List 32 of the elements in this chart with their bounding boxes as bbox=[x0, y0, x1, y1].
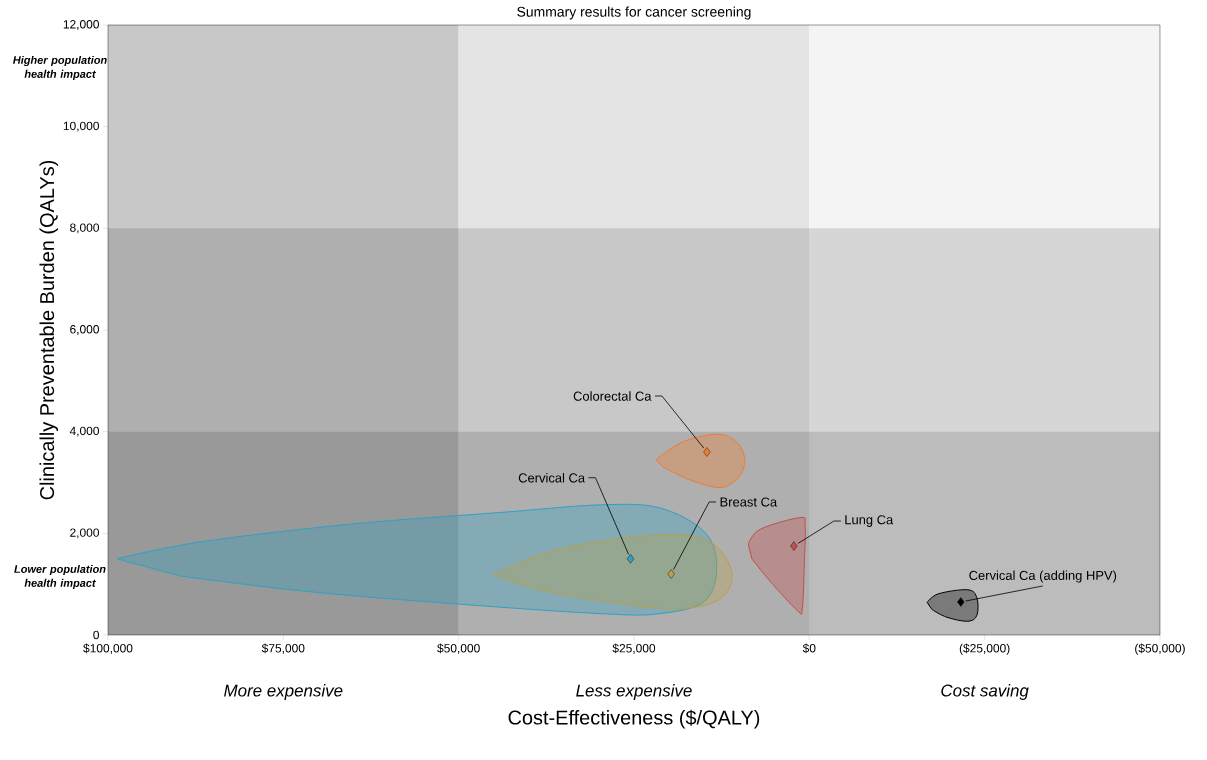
x-tick-label: $50,000 bbox=[437, 643, 480, 654]
x-tick-label: ($25,000) bbox=[959, 643, 1010, 655]
x-axis-title: Cost-Effectiveness ($/QALY) bbox=[508, 709, 760, 729]
point bbox=[703, 447, 711, 457]
text: Breast Ca bbox=[720, 497, 778, 507]
chart-title: Summary results for cancer screening bbox=[517, 6, 751, 20]
x-tick-label: $100,000 bbox=[83, 643, 133, 654]
text: Cervical Ca bbox=[518, 472, 586, 483]
y-tick-label: 8,000 bbox=[70, 223, 99, 234]
y-tick-label: 6,000 bbox=[70, 325, 99, 335]
point bbox=[957, 597, 965, 607]
y-tick-label: 4,000 bbox=[69, 426, 99, 437]
y-axis-title: Clinically Preventable Burden (QALYs) bbox=[39, 160, 59, 500]
text: Higher population health impact bbox=[12, 55, 107, 81]
y-tick-label: 12,000 bbox=[63, 20, 99, 30]
y-tick-label: 0 bbox=[93, 630, 100, 640]
band-label: Cost saving bbox=[941, 684, 1029, 700]
point bbox=[667, 569, 675, 579]
series-label: Cervical Ca (adding HPV) bbox=[969, 570, 1117, 583]
y-tick-label: 10,000 bbox=[63, 121, 99, 132]
x-tick-label: $75,000 bbox=[261, 643, 305, 654]
text: Lower population health impact bbox=[14, 564, 106, 590]
point bbox=[790, 541, 798, 551]
point bbox=[626, 554, 635, 564]
x-tick-label: ($50,000) bbox=[1135, 643, 1185, 655]
band-label: Less expensive bbox=[576, 684, 692, 700]
y-tick-label: 2,000 bbox=[70, 528, 99, 539]
x-tick-label: $25,000 bbox=[612, 643, 656, 654]
x-tick-label: $0 bbox=[802, 643, 816, 654]
band-label: More expensive bbox=[224, 684, 343, 700]
text: Colorectal Ca bbox=[573, 391, 652, 401]
text: Lung Ca bbox=[845, 515, 894, 527]
